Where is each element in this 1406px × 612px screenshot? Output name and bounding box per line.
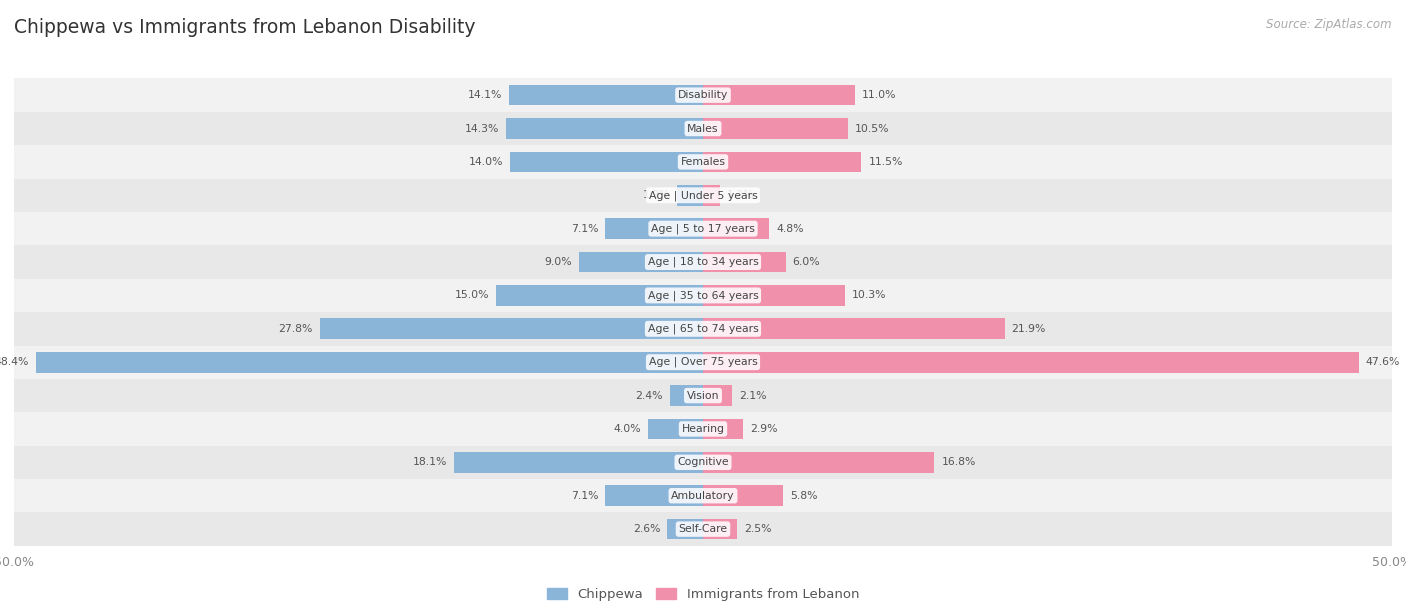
Bar [703, 318, 1005, 339]
Text: 2.1%: 2.1% [738, 390, 766, 401]
Text: 16.8%: 16.8% [942, 457, 976, 468]
Bar [454, 452, 703, 472]
Text: 27.8%: 27.8% [278, 324, 314, 334]
Text: Age | 35 to 64 years: Age | 35 to 64 years [648, 290, 758, 300]
Text: Age | 5 to 17 years: Age | 5 to 17 years [651, 223, 755, 234]
Text: 18.1%: 18.1% [412, 457, 447, 468]
Bar [321, 318, 703, 339]
Bar [703, 118, 848, 139]
Text: Source: ZipAtlas.com: Source: ZipAtlas.com [1267, 18, 1392, 31]
Bar [14, 346, 1392, 379]
Text: 14.3%: 14.3% [465, 124, 499, 133]
Text: 2.6%: 2.6% [633, 524, 661, 534]
Bar [703, 218, 769, 239]
Text: Age | Over 75 years: Age | Over 75 years [648, 357, 758, 367]
Text: 6.0%: 6.0% [793, 257, 820, 267]
Text: 7.1%: 7.1% [571, 491, 599, 501]
Bar [703, 85, 855, 105]
Bar [703, 152, 862, 172]
Text: 11.5%: 11.5% [869, 157, 903, 167]
Bar [14, 446, 1392, 479]
Bar [14, 479, 1392, 512]
Bar [14, 112, 1392, 145]
Legend: Chippewa, Immigrants from Lebanon: Chippewa, Immigrants from Lebanon [541, 582, 865, 606]
Bar [14, 179, 1392, 212]
Bar [14, 379, 1392, 412]
Text: Hearing: Hearing [682, 424, 724, 434]
Bar [14, 278, 1392, 312]
Bar [703, 352, 1358, 373]
Bar [703, 252, 786, 272]
Bar [605, 485, 703, 506]
Text: 1.9%: 1.9% [643, 190, 669, 200]
Bar [669, 385, 703, 406]
Bar [14, 145, 1392, 179]
Text: Disability: Disability [678, 90, 728, 100]
Text: 11.0%: 11.0% [862, 90, 896, 100]
Bar [14, 512, 1392, 546]
Bar [506, 118, 703, 139]
Text: Age | Under 5 years: Age | Under 5 years [648, 190, 758, 201]
Text: Chippewa vs Immigrants from Lebanon Disability: Chippewa vs Immigrants from Lebanon Disa… [14, 18, 475, 37]
Text: 4.0%: 4.0% [613, 424, 641, 434]
Bar [703, 452, 935, 472]
Bar [14, 78, 1392, 112]
Text: 2.5%: 2.5% [744, 524, 772, 534]
Text: 5.8%: 5.8% [790, 491, 817, 501]
Bar [14, 412, 1392, 446]
Text: 14.0%: 14.0% [468, 157, 503, 167]
Bar [648, 419, 703, 439]
Text: 14.1%: 14.1% [467, 90, 502, 100]
Bar [496, 285, 703, 306]
Text: 15.0%: 15.0% [456, 291, 489, 300]
Bar [703, 485, 783, 506]
Text: Vision: Vision [686, 390, 720, 401]
Text: Ambulatory: Ambulatory [671, 491, 735, 501]
Text: 7.1%: 7.1% [571, 223, 599, 234]
Bar [605, 218, 703, 239]
Text: 10.5%: 10.5% [855, 124, 889, 133]
Bar [703, 285, 845, 306]
Text: Self-Care: Self-Care [679, 524, 727, 534]
Text: 2.9%: 2.9% [749, 424, 778, 434]
Bar [14, 312, 1392, 346]
Bar [703, 519, 738, 539]
Bar [703, 185, 720, 206]
Bar [37, 352, 703, 373]
Text: Females: Females [681, 157, 725, 167]
Text: 47.6%: 47.6% [1365, 357, 1400, 367]
Text: 4.8%: 4.8% [776, 223, 803, 234]
Bar [510, 152, 703, 172]
Text: Cognitive: Cognitive [678, 457, 728, 468]
Bar [14, 212, 1392, 245]
Text: Age | 18 to 34 years: Age | 18 to 34 years [648, 257, 758, 267]
Bar [509, 85, 703, 105]
Text: 21.9%: 21.9% [1012, 324, 1046, 334]
Text: 1.2%: 1.2% [727, 190, 754, 200]
Bar [579, 252, 703, 272]
Text: 2.4%: 2.4% [636, 390, 664, 401]
Text: 48.4%: 48.4% [0, 357, 30, 367]
Bar [703, 419, 742, 439]
Text: 10.3%: 10.3% [852, 291, 886, 300]
Bar [668, 519, 703, 539]
Text: Males: Males [688, 124, 718, 133]
Text: Age | 65 to 74 years: Age | 65 to 74 years [648, 324, 758, 334]
Bar [14, 245, 1392, 278]
Text: 9.0%: 9.0% [544, 257, 572, 267]
Bar [676, 185, 703, 206]
Bar [703, 385, 733, 406]
